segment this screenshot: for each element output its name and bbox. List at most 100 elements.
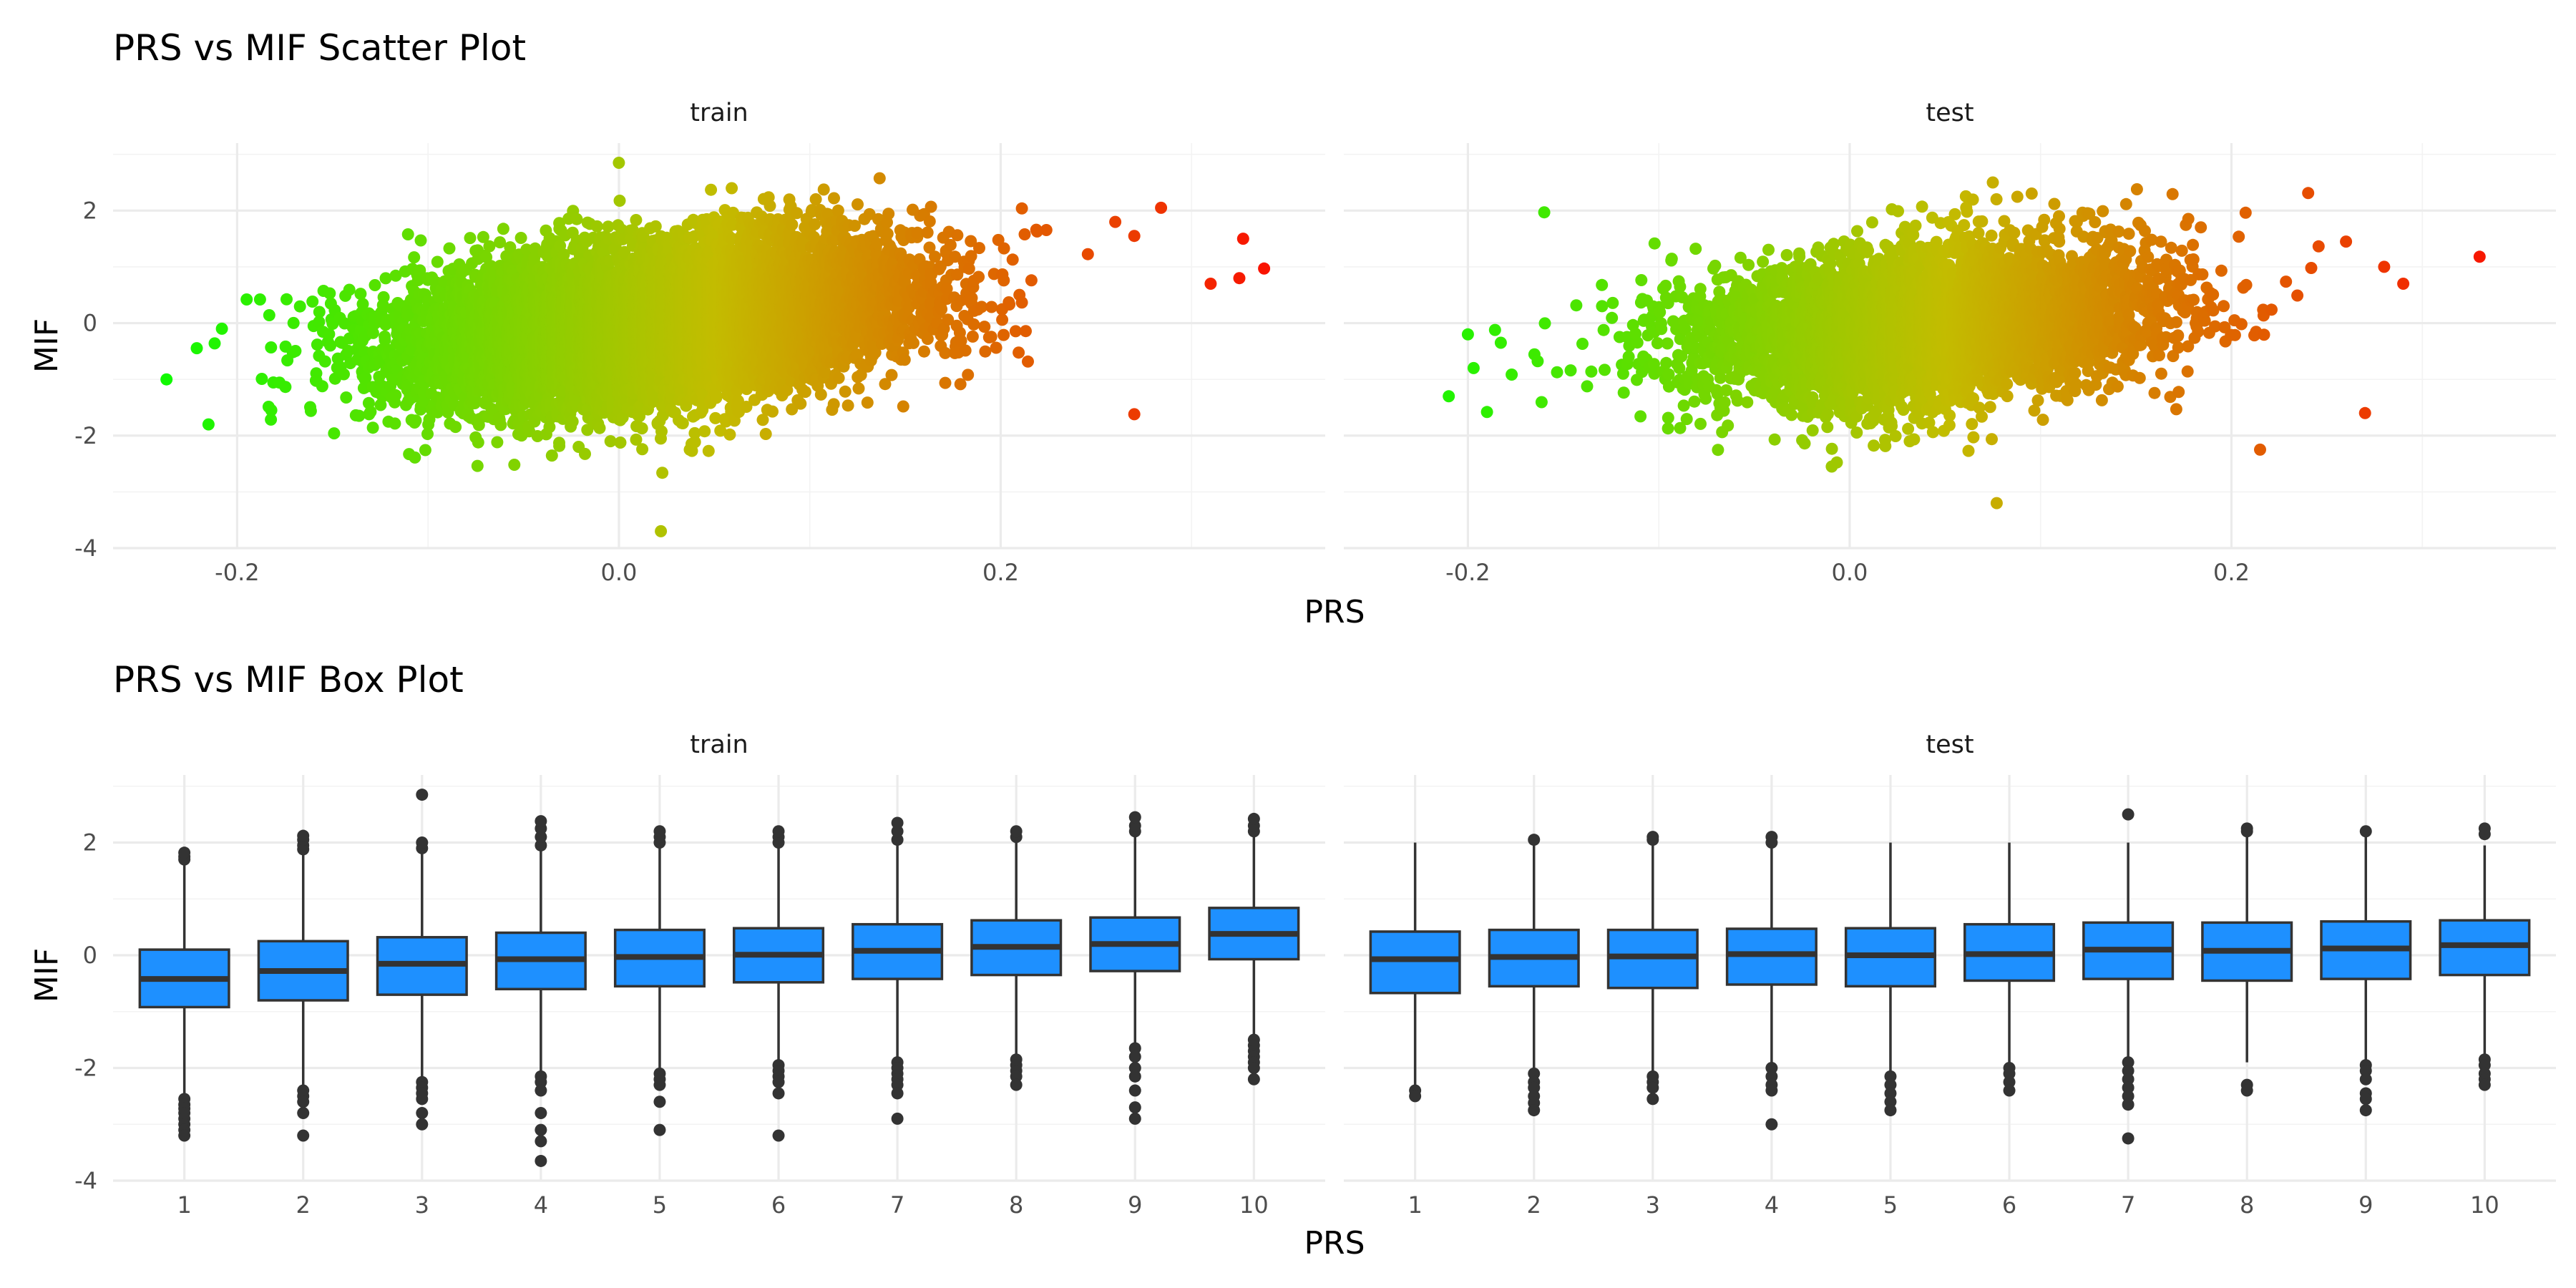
scatter-point <box>630 214 643 226</box>
scatter-point <box>354 288 367 301</box>
scatter-point <box>255 373 268 385</box>
y-tick-label: -2 <box>74 422 97 449</box>
scatter-point <box>287 316 300 329</box>
scatter-point <box>280 293 293 306</box>
scatter-point <box>323 328 336 341</box>
scatter-point <box>356 298 369 311</box>
scatter-point <box>190 342 203 355</box>
scatter-point <box>419 444 431 457</box>
scatter-point <box>343 283 356 296</box>
scatter-plot-title: PRS vs MIF Scatter Plot <box>113 27 526 69</box>
scatter-point <box>636 443 649 456</box>
scatter-point <box>379 272 392 285</box>
scatter-point <box>514 232 527 244</box>
scatter-point <box>401 228 414 240</box>
scatter-point <box>472 436 484 449</box>
scatter-point <box>279 381 292 394</box>
scatter-point <box>311 338 323 351</box>
scatter-point <box>613 157 625 169</box>
scatter-point <box>480 250 493 263</box>
scatter-point <box>614 436 627 449</box>
scatter-point <box>265 413 278 426</box>
scatter-point <box>431 255 444 268</box>
y-tick-label: 0 <box>83 310 97 337</box>
scatter-point <box>364 406 377 418</box>
scatter-point <box>289 345 302 357</box>
scatter-point <box>263 309 275 321</box>
scatter-point <box>464 232 477 245</box>
scatter-point <box>316 380 328 393</box>
scatter-point <box>389 389 402 401</box>
y-tick-label: 2 <box>83 197 97 224</box>
scatter-point <box>411 274 424 286</box>
scatter-point <box>366 326 379 339</box>
scatter-point <box>590 220 603 233</box>
scatter-point <box>656 467 669 479</box>
scatter-point <box>504 241 517 254</box>
scatter-point <box>318 355 331 368</box>
scatter-point <box>340 391 353 404</box>
x-tick-label: 0.0 <box>600 559 637 586</box>
scatter-point <box>379 333 391 346</box>
scatter-point <box>579 447 591 460</box>
scatter-point <box>545 449 558 462</box>
scatter-point <box>414 234 427 247</box>
scatter-point <box>306 296 319 308</box>
scatter-point <box>414 264 426 277</box>
scatter-point <box>389 417 401 430</box>
scatter-point <box>570 213 583 225</box>
scatter-point <box>593 421 606 434</box>
scatter-point <box>655 425 668 438</box>
scatter-point <box>377 291 390 303</box>
scatter-point <box>553 439 566 452</box>
x-tick-label: 0.2 <box>982 559 1019 586</box>
scatter-point <box>313 316 326 328</box>
scatter-point <box>613 195 626 207</box>
scatter-point <box>471 459 484 472</box>
scatter-point <box>635 422 648 435</box>
scatter-point <box>328 427 341 440</box>
scatter-point <box>323 287 336 300</box>
scatter-facet-label-train: train <box>690 99 748 127</box>
scatter-point <box>497 223 509 235</box>
scatter-point <box>389 269 402 282</box>
scatter-point <box>304 404 317 417</box>
scatter-point <box>293 300 306 313</box>
y-tick-label: -4 <box>74 535 97 562</box>
scatter-point <box>208 337 221 350</box>
scatter-facet-label-test: test <box>1926 99 1974 127</box>
scatter-point <box>359 371 372 384</box>
scatter-point <box>483 240 496 253</box>
scatter-point <box>202 418 215 431</box>
scatter-point <box>353 409 366 422</box>
scatter-point <box>449 421 462 434</box>
scatter-point <box>494 236 507 249</box>
x-tick-label: -0.2 <box>215 559 259 586</box>
scatter-point <box>409 414 422 427</box>
scatter-point <box>655 525 668 537</box>
scatter-point <box>265 404 278 416</box>
scatter-point <box>338 368 350 381</box>
scatter-point <box>265 341 278 353</box>
scatter-point <box>477 230 489 243</box>
scatter-panel-train: -0.2 0.0 0.2 -4 -2 0 2 <box>74 143 1325 586</box>
scatter-point <box>366 421 379 434</box>
scatter-point <box>313 306 326 318</box>
scatter-point <box>240 293 253 306</box>
scatter-point <box>423 413 436 426</box>
scatter-point <box>421 428 434 440</box>
scatter-point <box>494 419 507 431</box>
scatter-point <box>324 339 337 352</box>
scatter-point <box>215 322 228 335</box>
scatter-point <box>508 459 521 471</box>
scatter-point <box>443 242 456 255</box>
scatter-point <box>566 415 579 428</box>
scatter-point <box>160 373 173 386</box>
scatter-point <box>409 451 421 464</box>
scatter-point <box>491 436 504 449</box>
scatter-point <box>369 279 381 291</box>
scatter-point <box>408 251 421 264</box>
scatter-point <box>253 293 266 306</box>
